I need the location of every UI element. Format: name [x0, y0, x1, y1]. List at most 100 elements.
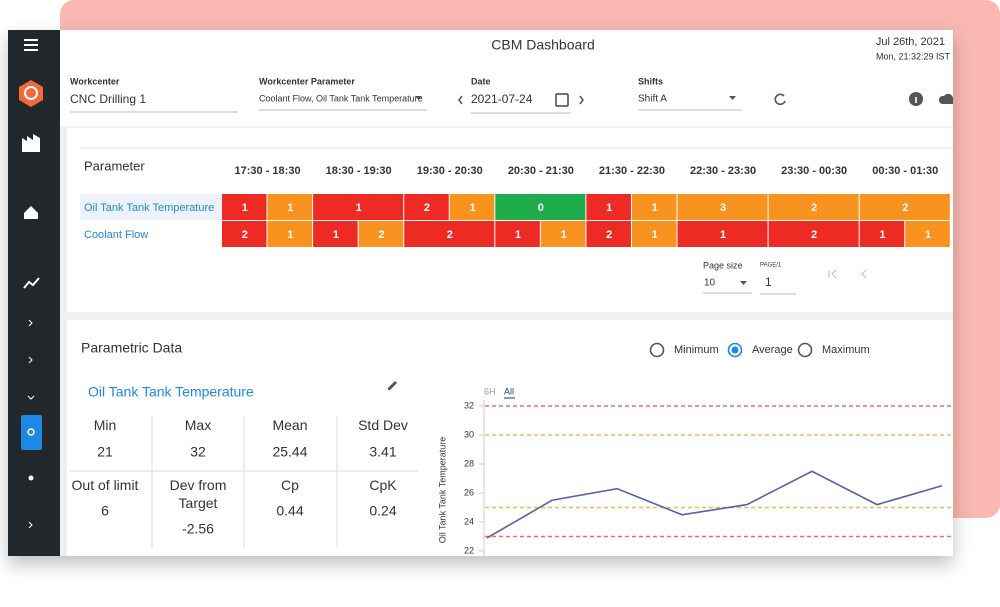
- stat-label-text: Max: [184, 417, 212, 433]
- radio-group: Minimum Average Maximum: [649, 342, 870, 358]
- status-cell[interactable]: [905, 221, 950, 247]
- stat-label-text: Min: [93, 417, 117, 433]
- status-cell[interactable]: [768, 194, 859, 220]
- status-cell[interactable]: [586, 221, 631, 247]
- cell-count: 1: [606, 202, 612, 214]
- cell-count: 1: [652, 202, 658, 214]
- refresh-icon[interactable]: [774, 93, 786, 106]
- sidebar: [8, 30, 60, 556]
- status-cell[interactable]: [586, 194, 631, 220]
- cell-count: 1: [515, 229, 521, 241]
- row-name[interactable]: Oil Tank Tank Temperature: [84, 202, 214, 214]
- trend-icon[interactable]: [23, 277, 40, 289]
- status-cell[interactable]: [495, 221, 540, 247]
- page-number[interactable]: 1: [765, 275, 772, 289]
- row-name[interactable]: Coolant Flow: [84, 229, 148, 241]
- status-cell[interactable]: [449, 194, 495, 220]
- status-cell[interactable]: [267, 194, 313, 220]
- cell-count: 1: [333, 229, 339, 241]
- stat-label: Std Dev: [358, 417, 408, 433]
- slot-header: 22:30 - 23:30: [690, 165, 756, 177]
- filter-label: Shifts: [638, 76, 663, 86]
- cell-count: 1: [561, 229, 567, 241]
- page-size[interactable]: 10: [704, 278, 716, 289]
- range-tab[interactable]: 6H: [484, 386, 496, 396]
- page-title: CBM Dashboard: [491, 37, 595, 53]
- status-cell[interactable]: [631, 194, 677, 220]
- header-time: Mon, 21:32:29 IST: [876, 51, 951, 61]
- status-cell[interactable]: [768, 221, 859, 247]
- cell-count: 1: [242, 202, 248, 214]
- pager-buttons[interactable]: [828, 269, 867, 279]
- status-cell[interactable]: [859, 194, 950, 220]
- cloud-icon[interactable]: [938, 93, 953, 104]
- stat-label-text: Mean: [272, 417, 308, 433]
- cell-count: 1: [925, 229, 931, 241]
- status-cell[interactable]: [677, 221, 768, 247]
- logo-mark: [24, 86, 38, 100]
- y-tick-label: 26: [464, 487, 474, 497]
- stats-grid: Min 21 Max 32 Mean 25.44 Std Dev 3.41 Out of lim…: [71, 417, 408, 537]
- radio[interactable]: [649, 342, 665, 358]
- filter-value[interactable]: Coolant Flow, Oil Tank Tank Temperature: [259, 93, 423, 103]
- status-cell[interactable]: [495, 194, 586, 220]
- stat-value: 32: [190, 444, 206, 460]
- stat-label-text: Std Dev: [358, 417, 408, 433]
- slot-header: 21:30 - 22:30: [599, 165, 665, 177]
- status-cell[interactable]: [313, 221, 358, 247]
- range-tab[interactable]: All: [504, 386, 514, 396]
- nav-dot[interactable]: [28, 475, 34, 481]
- filter-value[interactable]: CNC Drilling 1: [70, 92, 146, 106]
- filter-value[interactable]: 2021-07-24: [471, 92, 533, 106]
- cell-count: 1: [879, 229, 885, 241]
- slot-header: 23:30 - 00:30: [781, 165, 847, 177]
- active-nav-icon: [27, 428, 35, 436]
- radio[interactable]: [727, 342, 743, 358]
- stat-label-text: Cp: [281, 477, 299, 493]
- status-cell[interactable]: [404, 221, 495, 247]
- calendar-icon[interactable]: [555, 93, 569, 107]
- filter-label: Workcenter: [70, 76, 120, 86]
- input-underlines: [70, 109, 742, 114]
- stat-value: -2.56: [182, 521, 214, 537]
- factory-icon[interactable]: [22, 134, 40, 152]
- stat-label-text: Out of limit: [71, 477, 139, 493]
- status-cell[interactable]: [267, 221, 313, 247]
- slot-header: 00:30 - 01:30: [872, 165, 938, 177]
- nav-chevrons[interactable]: [27, 319, 35, 529]
- stat-value: 25.44: [272, 444, 307, 460]
- cell-count: 2: [902, 202, 908, 214]
- status-cell[interactable]: [540, 221, 586, 247]
- cell-count: 1: [469, 202, 475, 214]
- edit-icon[interactable]: [388, 381, 397, 390]
- dropdown-arrow[interactable]: [740, 281, 747, 285]
- status-cell[interactable]: [859, 221, 905, 247]
- radio-dot: [731, 346, 739, 354]
- status-cell[interactable]: [404, 194, 449, 220]
- status-cell[interactable]: [677, 194, 768, 220]
- radio-label[interactable]: Minimum: [674, 344, 719, 356]
- slot-header: 18:30 - 19:30: [326, 165, 392, 177]
- radio-label[interactable]: Average: [752, 344, 793, 356]
- status-cell[interactable]: [222, 221, 267, 247]
- status-cell[interactable]: [313, 194, 404, 220]
- grid-header: Parameter: [84, 158, 145, 173]
- menu-icon[interactable]: [24, 39, 38, 51]
- active-nav[interactable]: [21, 415, 42, 450]
- cell-count: 2: [447, 229, 453, 241]
- cell-count: 1: [287, 229, 293, 241]
- filter-value[interactable]: Shift A: [638, 94, 667, 105]
- cell-count: 2: [424, 202, 430, 214]
- stat-label: Out of limit: [71, 477, 139, 493]
- stats-lines: [70, 416, 418, 548]
- y-tick-label: 30: [464, 429, 474, 439]
- status-cell[interactable]: [358, 221, 404, 247]
- status-cell[interactable]: [222, 194, 267, 220]
- radio[interactable]: [797, 342, 813, 358]
- status-cell[interactable]: [631, 221, 677, 247]
- home-icon[interactable]: [24, 206, 38, 219]
- date-arrows[interactable]: [458, 95, 584, 105]
- slot-header: 20:30 - 21:30: [508, 165, 574, 177]
- radio-label[interactable]: Maximum: [822, 344, 870, 356]
